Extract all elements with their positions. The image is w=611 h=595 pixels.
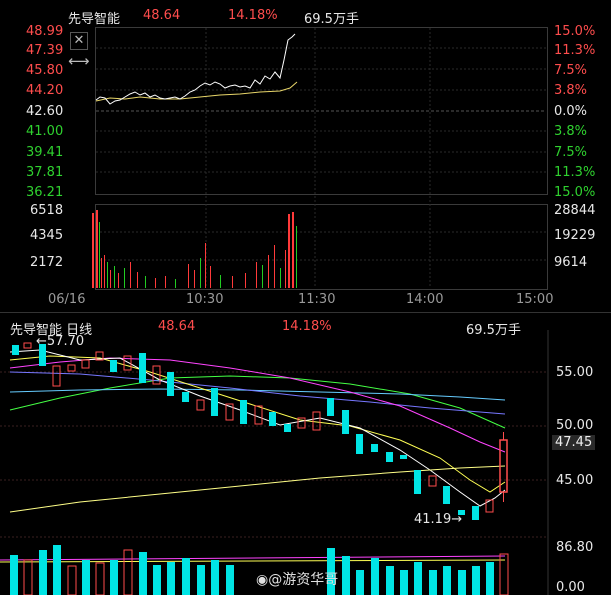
- expand-horizontal-icon[interactable]: ⟷: [68, 52, 90, 70]
- price-axis-label: 41.00: [26, 124, 64, 139]
- daily-price-axis-label: 55.00: [556, 365, 594, 380]
- watermark: ◉@游资华哥: [256, 569, 338, 589]
- daily-price-axis-label: 50.00: [556, 418, 594, 433]
- pct-axis-label: 3.8%: [554, 83, 588, 98]
- time-axis-label: 15:00: [516, 292, 554, 307]
- price-axis-label: 45.80: [26, 63, 64, 78]
- intraday-stock-name: 先导智能: [68, 12, 121, 27]
- ma250-line: [9, 465, 506, 513]
- volume-axis-label: 6518: [30, 203, 64, 218]
- price-axis-label: 47.39: [26, 43, 64, 58]
- time-axis-label: 06/16: [48, 292, 86, 307]
- price-axis-label: 48.99: [26, 24, 64, 39]
- daily-price-axis-label: 45.00: [556, 473, 594, 488]
- daily-change-pct: 14.18%: [282, 319, 332, 334]
- close-icon[interactable]: ✕: [70, 32, 88, 50]
- time-axis-label: 10:30: [186, 292, 224, 307]
- low-marker: 41.19→: [414, 512, 463, 527]
- price-axis-label: 37.81: [26, 165, 64, 180]
- intraday-price: 48.64: [143, 8, 181, 23]
- price-axis-label: 44.20: [26, 83, 64, 98]
- price-axis-label: 39.41: [26, 145, 64, 160]
- intraday-volume-frame: [95, 204, 548, 290]
- high-marker-value: 57.70: [46, 334, 85, 349]
- pct-axis-label: 11.3%: [554, 165, 596, 180]
- candlesticks: [12, 342, 508, 520]
- ma120-line: [9, 388, 506, 401]
- ma10-line: [9, 355, 506, 493]
- intraday-chart: [92, 28, 546, 288]
- daily-price: 48.64: [158, 319, 196, 334]
- pct-axis-label: 7.5%: [554, 63, 588, 78]
- intraday-price-frame: [95, 27, 548, 195]
- volume-axis-label: 19229: [554, 228, 596, 243]
- pct-axis-label: 15.0%: [554, 24, 596, 39]
- intraday-volume: 69.5万手: [304, 12, 359, 27]
- avg-price-line: [95, 81, 298, 102]
- pct-axis-label: 3.8%: [554, 124, 588, 139]
- daily-volume-axis-bottom: 0.00: [556, 580, 585, 595]
- pct-axis-label: 7.5%: [554, 145, 588, 160]
- high-marker: ←57.70: [36, 334, 85, 349]
- daily-volume-bars: [0, 545, 509, 595]
- intraday-price-line: [95, 33, 296, 105]
- panel-divider: [0, 312, 611, 313]
- time-axis-label: 14:00: [406, 292, 444, 307]
- weibo-icon: ◉: [256, 572, 269, 588]
- ma30-line: [9, 371, 506, 415]
- volume-axis-label: 4345: [30, 228, 64, 243]
- ma60-line: [9, 375, 506, 429]
- volume-axis-label: 28844: [554, 203, 596, 218]
- daily-volume-axis-top: 86.80: [556, 540, 594, 555]
- pct-axis-label: 0.0%: [554, 104, 588, 119]
- volume-axis-label: 2172: [30, 255, 64, 270]
- price-axis-label: 42.60: [26, 104, 64, 119]
- pct-axis-label: 11.3%: [554, 43, 596, 58]
- daily-volume: 69.5万手: [466, 323, 521, 338]
- volume-axis-label: 9614: [554, 255, 588, 270]
- watermark-text: @游资华哥: [268, 572, 339, 588]
- price-axis-label: 36.21: [26, 185, 64, 200]
- current-price-tag: 47.45: [552, 435, 596, 450]
- low-marker-value: 41.19: [414, 512, 452, 527]
- pct-axis-label: 15.0%: [554, 185, 596, 200]
- intraday-volume-bars: [92, 210, 297, 288]
- intraday-change-pct: 14.18%: [228, 8, 278, 23]
- ma5-line: [9, 349, 506, 507]
- daily-title: 先导智能 日线: [10, 323, 93, 338]
- time-axis-label: 11:30: [298, 292, 336, 307]
